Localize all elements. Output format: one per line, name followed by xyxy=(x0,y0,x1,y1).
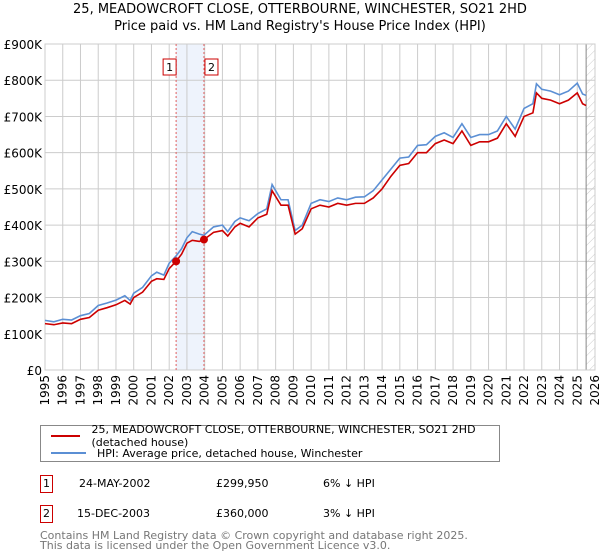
x-tick-label: 2000 xyxy=(127,375,141,406)
legend-label: 25, MEADOWCROFT CLOSE, OTTERBOURNE, WINC… xyxy=(91,423,476,449)
x-tick-label: 2005 xyxy=(215,375,229,406)
y-tick-label: £700K xyxy=(4,110,44,124)
date: 15-DEC-2003 xyxy=(77,507,151,520)
x-tick-label: 2026 xyxy=(588,375,600,406)
x-tick-label: 2006 xyxy=(233,375,247,406)
y-tick-label: £400K xyxy=(4,219,44,233)
x-tick-label: 2021 xyxy=(499,375,513,406)
sale-point xyxy=(172,257,181,266)
y-tick-label: £300K xyxy=(4,255,44,269)
x-tick-label: 1995 xyxy=(38,375,52,406)
x-tick-label: 2015 xyxy=(393,375,407,406)
footer: Contains HM Land Registry data © Crown c… xyxy=(40,529,468,552)
x-tick-label: 2011 xyxy=(322,375,336,406)
sale-label-box xyxy=(204,58,219,76)
x-tick-label: 1997 xyxy=(73,375,87,406)
x-tick-label: 1999 xyxy=(109,375,123,406)
y-tick-label: £200K xyxy=(4,292,44,306)
y-tick-label: £100K xyxy=(4,328,44,342)
x-tick-label: 2023 xyxy=(535,375,549,406)
y-tick-label: £900K xyxy=(4,38,44,52)
copyright-text: Contains HM Land Registry data © Crown c… xyxy=(40,529,468,542)
red-line-swatch xyxy=(51,435,81,437)
x-tick-label: 2019 xyxy=(464,375,478,406)
blue-line-swatch xyxy=(51,452,86,454)
chart-title: 25, MEADOWCROFT CLOSE, OTTERBOURNE, WINC… xyxy=(73,2,527,17)
legend-item-hpi: HPI: Average price, detached house, Winc… xyxy=(51,445,362,461)
price: £360,000 xyxy=(216,507,269,520)
x-tick-label: 2007 xyxy=(251,375,265,406)
x-tick-label: 2025 xyxy=(570,375,584,406)
x-tick-label: 2013 xyxy=(357,375,371,406)
x-tick-label: 2017 xyxy=(428,375,442,406)
sale-label-box xyxy=(162,58,177,76)
y-tick-label: £800K xyxy=(4,74,44,88)
sale-point xyxy=(199,235,208,244)
y-tick-label: £500K xyxy=(4,183,44,197)
x-tick-label: 2022 xyxy=(517,375,531,406)
property-price-line xyxy=(44,91,587,326)
y-tick-label: £0 xyxy=(27,364,42,378)
x-tick-label: 2014 xyxy=(375,375,389,406)
sale-label: 1 xyxy=(166,61,173,74)
hpi-delta: 3% ↓ HPI xyxy=(323,507,375,520)
x-tick-label: 2024 xyxy=(553,375,567,406)
x-tick-label: 2009 xyxy=(286,375,300,406)
legend-label: HPI: Average price, detached house, Winc… xyxy=(97,446,363,460)
x-tick-label: 1996 xyxy=(56,375,70,406)
date: 24-MAY-2002 xyxy=(79,477,151,490)
x-tick-label: 2008 xyxy=(269,375,283,406)
hpi-line xyxy=(44,81,587,323)
x-tick-label: 2016 xyxy=(411,375,425,406)
x-tick-label: 2001 xyxy=(144,375,158,406)
plot-frame xyxy=(44,43,596,371)
x-tick-label: 2020 xyxy=(482,375,496,406)
x-tick-label: 2012 xyxy=(340,375,354,406)
chart-subtitle: Price paid vs. HM Land Registry's House … xyxy=(114,19,486,34)
hpi-delta: 6% ↓ HPI xyxy=(323,477,375,490)
price: £299,950 xyxy=(216,477,269,490)
x-tick-label: 2002 xyxy=(162,375,176,406)
sale-period-shading xyxy=(176,44,204,370)
x-tick-label: 2010 xyxy=(304,375,318,406)
licence-text: This data is licensed under the Open Gov… xyxy=(40,539,391,552)
marker-badge: 2 xyxy=(40,505,53,523)
sale-label: 2 xyxy=(208,61,215,74)
x-tick-label: 1998 xyxy=(91,375,105,406)
legend-item-property: 25, MEADOWCROFT CLOSE, OTTERBOURNE, WINC… xyxy=(51,423,499,449)
y-tick-label: £600K xyxy=(4,147,44,161)
chart-legend: 25, MEADOWCROFT CLOSE, OTTERBOURNE, WINC… xyxy=(40,423,500,462)
marker-badge: 1 xyxy=(40,475,53,493)
future-hatch xyxy=(586,44,595,370)
x-tick-label: 2004 xyxy=(198,375,212,406)
price-chart: £0 £100K £200K £300K £400K £500K £600K £700K £80… xyxy=(4,38,600,406)
x-tick-label: 2003 xyxy=(180,375,194,406)
x-tick-label: 2018 xyxy=(446,375,460,406)
